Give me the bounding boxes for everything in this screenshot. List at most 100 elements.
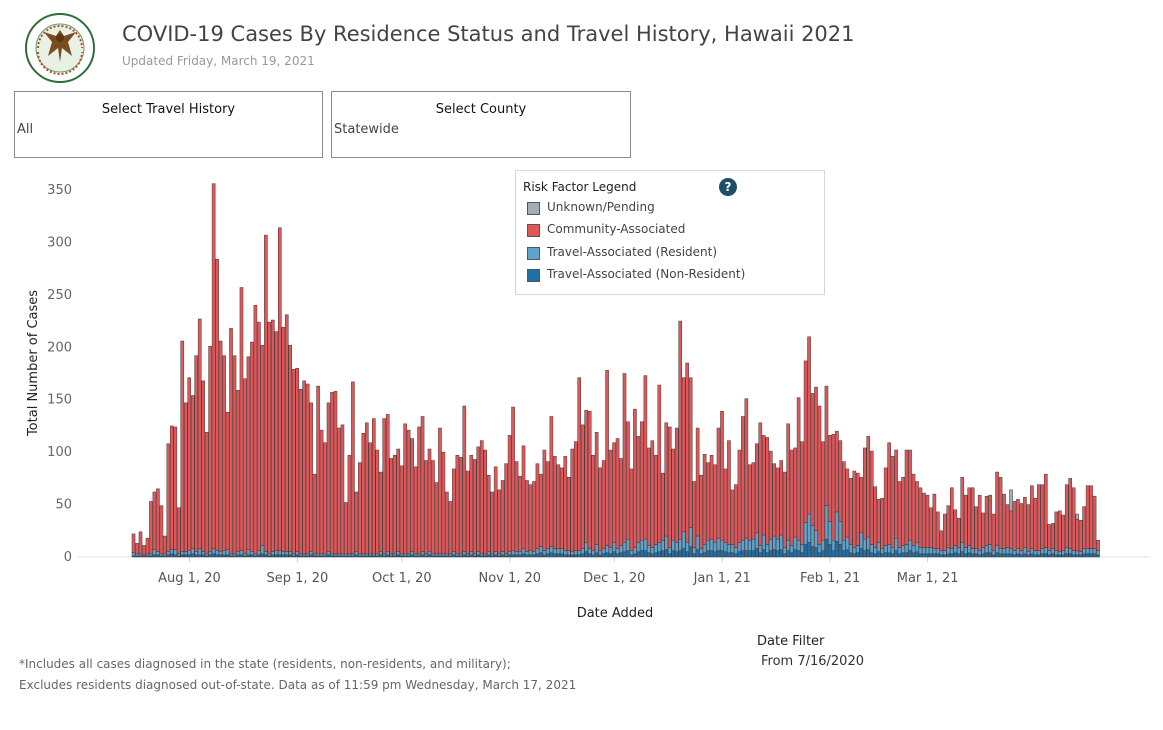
- bar-segment: [149, 501, 153, 555]
- bar-segment: [831, 550, 836, 558]
- bar-segment: [845, 468, 850, 538]
- bar-segment: [190, 553, 195, 558]
- bar-segment: [413, 466, 418, 555]
- bar-segment: [567, 477, 571, 551]
- bar-segment: [142, 545, 146, 556]
- bar-segment: [842, 539, 846, 551]
- bar-segment: [1037, 550, 1041, 556]
- bar-segment: [821, 539, 825, 551]
- y-tick-label: 350: [47, 183, 72, 198]
- bar-segment: [695, 535, 700, 550]
- bar-segment: [246, 356, 251, 550]
- travel-history-filter[interactable]: Select Travel History All: [14, 91, 323, 158]
- bar-segment: [748, 539, 752, 551]
- bar-segment: [744, 550, 749, 558]
- bar-segment: [406, 429, 411, 555]
- bar-segment: [1026, 504, 1031, 553]
- bar-segment: [908, 539, 912, 551]
- bar-segment: [835, 541, 839, 558]
- bar-segment: [810, 525, 815, 547]
- bar-segment: [814, 547, 818, 558]
- bar-segment: [824, 538, 829, 558]
- bar-segment: [605, 370, 609, 546]
- bar-segment: [838, 440, 843, 522]
- bar-segment: [709, 538, 714, 551]
- bar-segment: [434, 482, 439, 555]
- bar-segment: [406, 553, 411, 557]
- bar-segment: [580, 553, 585, 558]
- bar-segment: [640, 539, 644, 551]
- bar-segment: [521, 548, 526, 555]
- county-filter-value[interactable]: Statewide: [334, 122, 399, 137]
- bar-segment: [633, 547, 637, 555]
- bar-segment: [667, 547, 672, 555]
- bar-segment: [532, 554, 536, 558]
- bar-segment: [479, 440, 484, 555]
- bar-segment: [922, 553, 926, 558]
- bar-segment: [587, 553, 592, 558]
- x-tick-label: Aug 1, 20: [158, 571, 221, 586]
- bar-segment: [890, 456, 895, 548]
- travel-history-filter-value[interactable]: All: [17, 122, 34, 137]
- bar-segment: [807, 542, 811, 558]
- bar-segment: [991, 513, 996, 551]
- bar-segment: [1071, 550, 1076, 556]
- bar-segment: [291, 369, 296, 555]
- bar-segment: [702, 544, 707, 554]
- bar-segment: [765, 552, 770, 558]
- bar-segment: [580, 424, 585, 549]
- bar-segment: [145, 553, 150, 557]
- bar-segment: [591, 455, 595, 551]
- date-filter-value[interactable]: From 7/16/2020: [761, 654, 864, 669]
- y-axis-label: Total Number of Cases: [26, 290, 41, 437]
- bar-segment: [518, 554, 522, 558]
- bar-segment: [222, 355, 226, 551]
- bar-segment: [723, 551, 728, 558]
- bar-segment: [984, 495, 989, 546]
- bar-segment: [525, 554, 529, 558]
- bar-segment: [594, 544, 599, 554]
- bar-segment: [1030, 548, 1034, 555]
- bar-segment: [960, 542, 965, 553]
- bar-segment: [695, 427, 700, 537]
- bar-segment: [166, 443, 171, 552]
- bar-segment: [936, 553, 940, 558]
- bar-segment: [1092, 495, 1097, 549]
- bar-segment: [796, 397, 801, 541]
- bar-segment: [758, 552, 763, 558]
- bar-segment: [720, 550, 724, 558]
- bar-segment: [939, 530, 944, 551]
- bar-segment: [681, 548, 686, 558]
- bar-segment: [1016, 499, 1020, 549]
- travel-history-filter-label: Select Travel History: [101, 102, 236, 117]
- bar-segment: [845, 536, 850, 550]
- bar-segment: [720, 411, 724, 541]
- bar-segment: [883, 467, 888, 546]
- question-mark-icon[interactable]: ?: [719, 178, 737, 196]
- bar-segment: [539, 546, 543, 554]
- bar-segment: [288, 551, 293, 556]
- bar-segment: [365, 553, 369, 557]
- bar-segment: [535, 548, 540, 555]
- bar-segment: [417, 426, 421, 555]
- bar-segment: [156, 551, 160, 556]
- county-filter[interactable]: Select County Statewide: [331, 91, 631, 158]
- bar-segment: [817, 552, 822, 558]
- bar-segment: [1092, 553, 1097, 558]
- bar-segment: [525, 551, 529, 556]
- bar-segment: [413, 553, 418, 557]
- bar-segment: [835, 430, 839, 513]
- bar-segment: [664, 422, 669, 537]
- bar-segment: [953, 552, 958, 558]
- bar-segment: [699, 548, 703, 555]
- bar-segment: [946, 547, 951, 555]
- bar-segment: [197, 548, 202, 556]
- bar-segment: [800, 552, 804, 558]
- bar-segment: [225, 549, 230, 556]
- y-tick-label: 250: [47, 288, 72, 303]
- bar-segment: [786, 539, 790, 551]
- bar-segment: [748, 464, 752, 541]
- bar-segment: [410, 438, 414, 553]
- bar-segment: [970, 487, 975, 549]
- seal-figure-icon: [44, 30, 76, 62]
